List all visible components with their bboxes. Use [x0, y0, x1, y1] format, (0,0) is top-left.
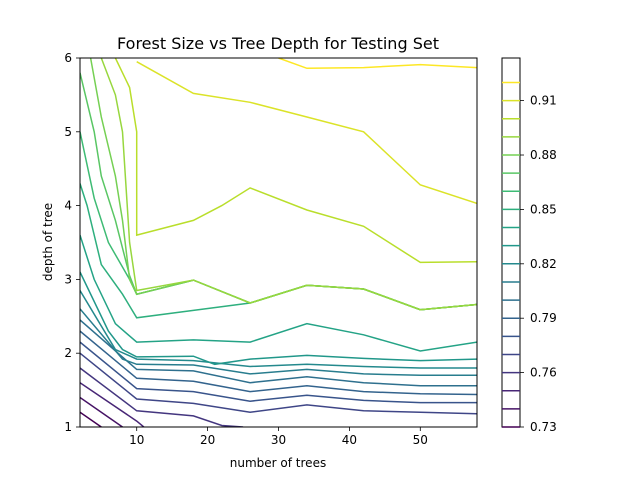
contour-line-0-86 [80, 131, 477, 311]
x-tick-label: 20 [200, 433, 215, 447]
colorbar-tick-label: 0.85 [530, 202, 557, 216]
colorbar: 0.73 0.76 0.79 0.82 0.85 0.88 0.91 [501, 57, 557, 434]
x-tick-label: 10 [129, 433, 144, 447]
x-tick-label: 50 [413, 433, 428, 447]
colorbar-tick-label: 0.88 [530, 148, 557, 162]
contour-line-0-78 [80, 341, 477, 404]
contour-line-0-77 [80, 352, 477, 415]
colorbar-tick-label: 0.91 [530, 94, 557, 108]
contour-line-0-91 [136, 61, 477, 205]
y-tick-label: 5 [64, 125, 72, 139]
contour-line-0-87 [80, 72, 477, 311]
contour-lines [80, 58, 477, 427]
colorbar-ticks: 0.73 0.76 0.79 0.82 0.85 0.88 0.91 [520, 94, 557, 434]
contour-line-0-9 [114, 58, 477, 264]
contour-line-0-89 [100, 58, 477, 311]
x-tick-label: 30 [271, 433, 286, 447]
x-axis-label: number of trees [230, 456, 326, 470]
contour-line-0-82 [80, 290, 477, 369]
y-tick-label: 2 [64, 346, 72, 360]
contour-line-0-84 [80, 234, 477, 352]
colorbar-frame [501, 57, 521, 428]
contour-line-0-73 [80, 411, 102, 427]
y-tick-label: 1 [64, 420, 72, 434]
contour-line-0-8 [80, 319, 477, 387]
contour-line-0-81 [80, 308, 477, 377]
colorbar-level-lines [502, 81, 520, 428]
contour-line-0-76 [80, 367, 244, 427]
contour-line-0-75 [80, 382, 145, 427]
contour-line-0-79 [80, 330, 477, 396]
contour-line-0-92 [278, 58, 477, 70]
contour-line-0-83 [80, 271, 477, 366]
chart-title: Forest Size vs Tree Depth for Testing Se… [117, 34, 439, 53]
y-tick-label: 3 [64, 272, 72, 286]
colorbar-tick-label: 0.76 [530, 366, 557, 380]
colorbar-tick-label: 0.82 [530, 257, 557, 271]
y-tick-label: 6 [64, 51, 72, 65]
colorbar-tick-label: 0.73 [530, 420, 557, 434]
colorbar-tick-label: 0.79 [530, 311, 557, 325]
x-tick-label: 40 [342, 433, 357, 447]
y-tick-label: 4 [64, 199, 72, 213]
x-axis: 10 20 30 40 50 [129, 427, 428, 447]
y-axis: 1 2 3 4 5 6 [64, 51, 80, 434]
contour-line-0-85 [80, 183, 477, 319]
y-axis-label: depth of tree [41, 203, 55, 281]
contour-line-0-74 [80, 396, 123, 427]
